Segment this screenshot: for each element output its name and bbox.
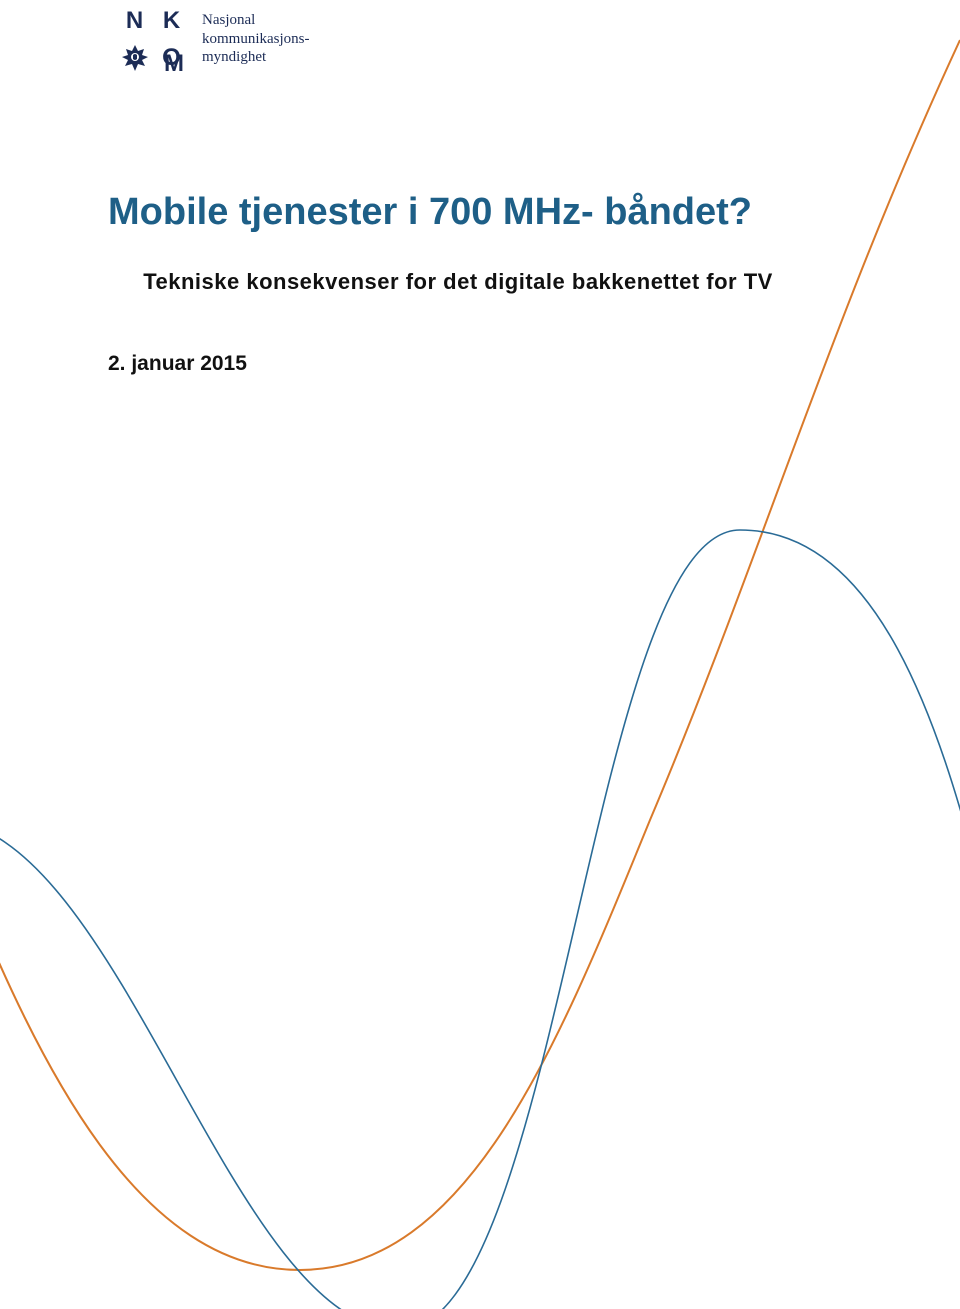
title-block: Mobile tjenester i 700 MHz- båndet? Tekn… — [108, 190, 820, 376]
date-line: 2. januar 2015 — [108, 352, 820, 376]
logo-org-line3: myndighet — [202, 48, 310, 67]
logo-crest-icon — [118, 41, 151, 74]
logo-letter-k: K — [155, 4, 188, 37]
main-title: Mobile tjenester i 700 MHz- båndet? — [108, 190, 820, 236]
logo-org-name: Nasjonal kommunikasjons- myndighet — [202, 11, 310, 67]
logo-letter-m: M — [164, 50, 184, 78]
logo-org-line1: Nasjonal — [202, 11, 310, 30]
document-page: N K O M Nasjonal kommunikasjons- myndigh… — [0, 0, 960, 1309]
wave-blue — [0, 530, 960, 1309]
subtitle: Tekniske konsekvenser for det digitale b… — [108, 266, 808, 298]
logo-block: N K O M Nasjonal kommunikasjons- myndigh… — [118, 4, 310, 74]
logo-org-line2: kommunikasjons- — [202, 30, 310, 49]
logo-letter-n: N — [118, 4, 151, 37]
